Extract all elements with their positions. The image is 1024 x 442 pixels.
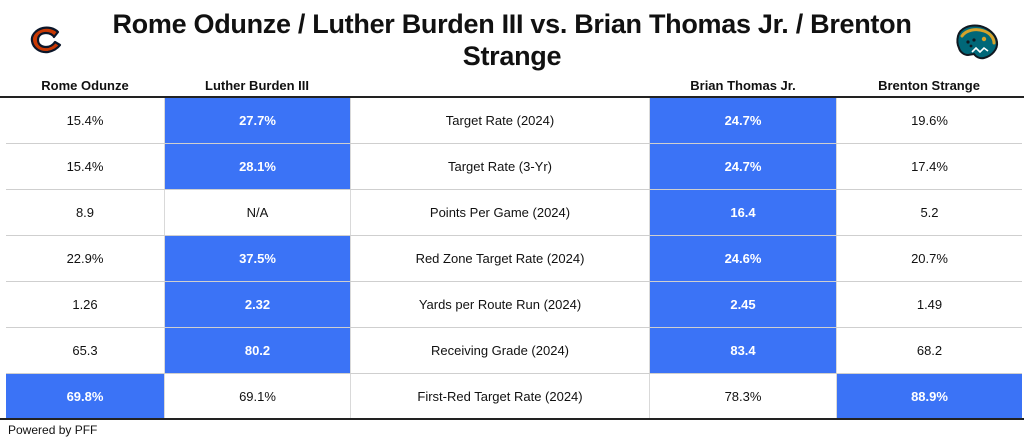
- table-row: 15.4% 27.7% 24.7% 19.6% Target Rate (2024): [6, 98, 1022, 144]
- column-header-luther-burden: Luther Burden III: [205, 78, 309, 93]
- metric-label: Target Rate (3-Yr): [350, 144, 650, 189]
- table-cell: 2.32: [164, 282, 350, 327]
- table-cell: 24.7%: [650, 144, 836, 189]
- table-row: 15.4% 28.1% 24.7% 17.4% Target Rate (3-Yr): [6, 144, 1022, 190]
- table-cell: 68.2: [836, 328, 1022, 373]
- column-header-metric: [350, 76, 650, 96]
- metric-label: Target Rate (2024): [350, 98, 650, 143]
- table-cell: 5.2: [836, 190, 1022, 235]
- table-cell: 24.6%: [650, 236, 836, 281]
- table-cell: 16.4: [650, 190, 836, 235]
- table-cell: 28.1%: [164, 144, 350, 189]
- column-header-rome-odunze: Rome Odunze: [41, 78, 129, 93]
- table-cell: 69.8%: [6, 374, 164, 419]
- metric-label: Points Per Game (2024): [350, 190, 650, 235]
- column-headers: Rome Odunze Luther Burden III Brian Thom…: [0, 76, 1024, 98]
- table-cell: 27.7%: [164, 98, 350, 143]
- metric-label: First-Red Target Rate (2024): [350, 374, 650, 419]
- table-cell: 1.49: [836, 282, 1022, 327]
- column-header-brenton-strange: Brenton Strange: [878, 78, 980, 93]
- table-cell: 83.4: [650, 328, 836, 373]
- table-row: 22.9% 37.5% 24.6% 20.7% Red Zone Target Rate…: [6, 236, 1022, 282]
- table-cell: 2.45: [650, 282, 836, 327]
- table-cell: 20.7%: [836, 236, 1022, 281]
- table-row: 69.8% 69.1% 78.3% 88.9% First-Red Target Rat…: [6, 374, 1022, 420]
- footer-credit: Powered by PFF: [8, 423, 98, 437]
- table-cell: 80.2: [164, 328, 350, 373]
- bears-c-logo-icon: [30, 26, 62, 54]
- table-cell: 19.6%: [836, 98, 1022, 143]
- table-row: 8.9 N/A 16.4 5.2 Points Per Game (2024): [6, 190, 1022, 236]
- table-cell: 17.4%: [836, 144, 1022, 189]
- table-cell: 65.3: [72, 343, 98, 358]
- table-cell: N/A: [164, 190, 350, 235]
- table-cell: 24.7%: [650, 98, 836, 143]
- table-cell: 37.5%: [164, 236, 350, 281]
- jaguars-logo-icon: [956, 24, 999, 60]
- table-row: 1.26 2.32 2.45 1.49 Yards per Route Run (202…: [6, 282, 1022, 328]
- table-row: 65.3 80.2 83.4 68.2 Receiving Grade (2024): [6, 328, 1022, 374]
- page-title: Rome Odunze / Luther Burden III vs. Bria…: [112, 9, 912, 71]
- header: Rome Odunze / Luther Burden III vs. Bria…: [0, 0, 1024, 76]
- metric-label: Red Zone Target Rate (2024): [350, 236, 650, 281]
- table-cell: 15.4%: [66, 113, 104, 128]
- footer: Powered by PFF: [0, 418, 1024, 442]
- table-cell: 15.4%: [66, 159, 104, 174]
- table-cell: 8.9: [75, 205, 95, 220]
- table-cell: 69.1%: [164, 374, 350, 419]
- metric-label: Yards per Route Run (2024): [350, 282, 650, 327]
- table-cell: 88.9%: [836, 374, 1022, 419]
- table-cell: 22.9%: [66, 251, 104, 266]
- table-cell: 1.26: [72, 297, 98, 312]
- metric-label: Receiving Grade (2024): [350, 328, 650, 373]
- table-cell: 78.3%: [724, 389, 762, 404]
- column-header-brian-thomas: Brian Thomas Jr.: [690, 78, 796, 93]
